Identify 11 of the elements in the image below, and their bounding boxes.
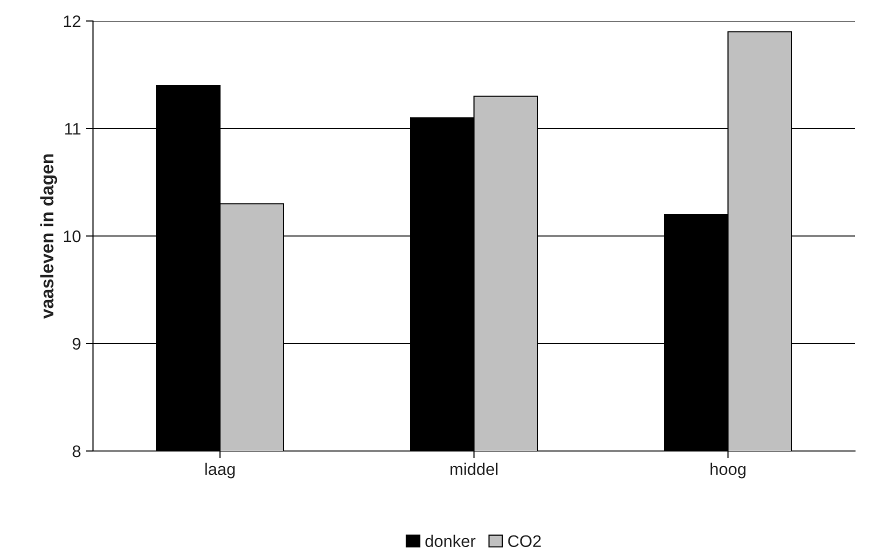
x-tick-label: laag [205,462,235,478]
y-tick-label: 11 [65,123,80,135]
legend-label: donker [425,534,476,548]
y-tick-label: 9 [72,338,80,350]
x-tick-label: hoog [710,462,746,478]
legend-label: CO2 [508,535,541,548]
y-tick-label: 10 [64,230,81,242]
x-tick-label: middel [450,462,498,476]
y-axis-title: vaasleven in dagen [40,154,58,319]
y-tick-label: 12 [64,15,80,28]
y-tick-label: 8 [72,445,80,458]
